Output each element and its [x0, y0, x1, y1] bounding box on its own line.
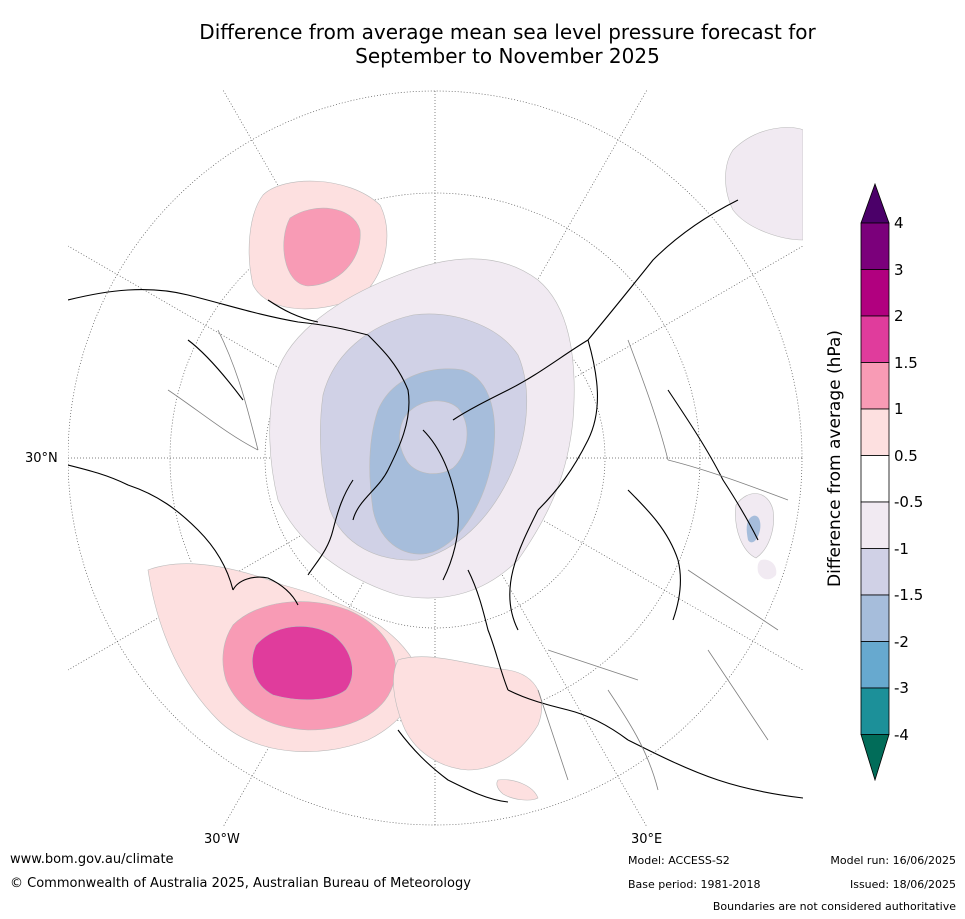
- colorbar-extend-bottom: [860, 734, 890, 781]
- title-line-1: Difference from average mean sea level p…: [199, 20, 816, 44]
- colorbar-tick-label: -4: [894, 725, 909, 744]
- colorbar-tick-label: -0.5: [894, 493, 924, 511]
- colorbar-tick-label: 1.5: [894, 353, 918, 372]
- anomaly-shading: [147, 127, 803, 801]
- lon-label-30w: 30°W: [204, 832, 240, 847]
- colorbar-tick-label: 0.5: [894, 446, 918, 465]
- colorbar-segment: [860, 641, 890, 689]
- colorbar-label: Difference from average (hPa): [825, 330, 845, 587]
- colorbar-segment: [860, 501, 890, 549]
- colorbar-segment: [860, 315, 890, 363]
- colorbar-segment: [860, 594, 890, 642]
- colorbar-segment: [860, 455, 890, 503]
- colorbar-segment: [860, 408, 890, 456]
- footer-url[interactable]: www.bom.gov.au/climate: [10, 852, 174, 867]
- lat-label-30n: 30°N: [25, 451, 58, 466]
- colorbar: [860, 183, 890, 781]
- coastlines: [68, 199, 803, 803]
- colorbar-tick-label: -1: [894, 539, 909, 558]
- footer-model-run: Model run: 16/06/2025: [830, 854, 956, 867]
- map-svg: [68, 90, 803, 827]
- colorbar-tick-label: 3: [894, 260, 904, 279]
- map-title: Difference from average mean sea level p…: [120, 20, 895, 68]
- colorbar-tick-label: 1: [894, 400, 904, 418]
- footer-issued: Issued: 18/06/2025: [849, 878, 956, 891]
- footer-model: Model: ACCESS-S2: [628, 854, 730, 867]
- colorbar-segment: [860, 269, 890, 317]
- colorbar-segment: [860, 222, 890, 270]
- colorbar-segment: [860, 362, 890, 410]
- borders: [167, 329, 789, 791]
- lon-label-30e: 30°E: [631, 832, 663, 847]
- colorbar-segment: [860, 687, 890, 735]
- colorbar-segments: [860, 183, 890, 781]
- footer-disclaimer: Boundaries are not considered authoritat…: [712, 900, 956, 913]
- colorbar-segment: [860, 548, 890, 596]
- polar-map: [68, 90, 803, 827]
- title-line-2: September to November 2025: [355, 44, 660, 68]
- footer-base-period: Base period: 1981-2018: [628, 878, 761, 891]
- colorbar-tick-label: -2: [894, 632, 909, 651]
- colorbar-extend-top: [860, 183, 890, 224]
- colorbar-tick-label: -3: [894, 679, 909, 697]
- colorbar-tick-label: 4: [894, 214, 904, 232]
- colorbar-tick-label: 2: [894, 307, 904, 325]
- colorbar-tick-label: -1.5: [894, 586, 924, 604]
- footer-copyright: © Commonwealth of Australia 2025, Austra…: [10, 876, 471, 891]
